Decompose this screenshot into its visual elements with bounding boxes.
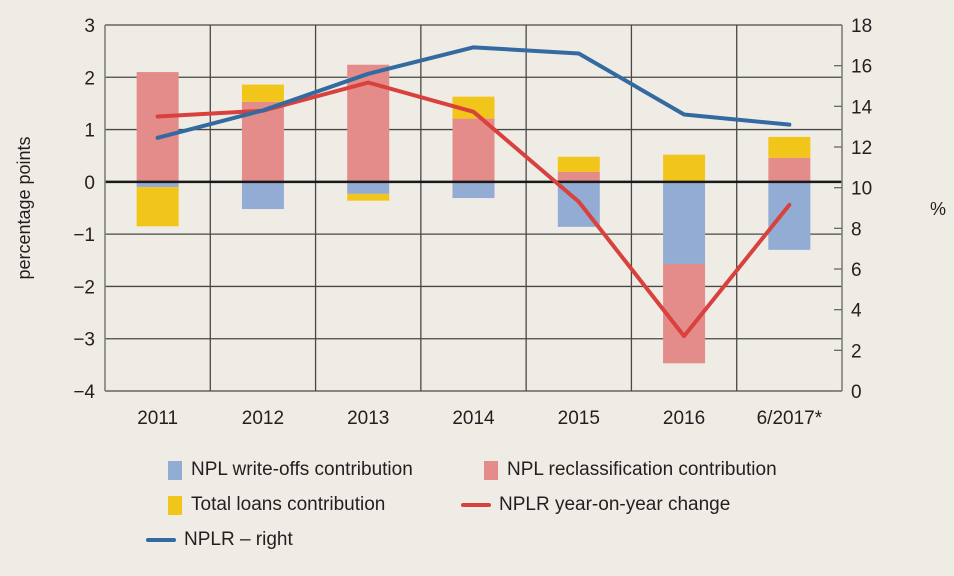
bar-segment <box>241 84 284 102</box>
bar-segment <box>136 187 179 227</box>
y-right-tick-label: 2 <box>851 341 862 362</box>
legend-item-nplr-right: NPLR – right <box>146 529 293 551</box>
bar-segment <box>768 136 811 158</box>
x-tick-label: 2015 <box>558 408 600 429</box>
legend-swatch <box>168 460 182 480</box>
x-tick-label: 2013 <box>347 408 389 429</box>
y-right-tick-label: 10 <box>851 179 872 200</box>
legend-label: Total loans contribution <box>191 494 386 515</box>
y-tick-label: −2 <box>73 277 95 298</box>
series-line <box>155 45 792 140</box>
bars <box>136 64 811 364</box>
legend-label: NPL reclassification contribution <box>507 459 777 480</box>
bar-segment <box>241 181 284 210</box>
y-right-tick-label: 14 <box>851 97 873 118</box>
legend-line-swatch <box>146 538 176 542</box>
grid <box>104 24 843 392</box>
y-right-tick-label: 4 <box>851 301 862 322</box>
legend-item-writeoffs: NPL write-offs contribution <box>168 459 413 481</box>
legend-item-reclassification: NPL reclassification contribution <box>484 459 777 481</box>
x-tick-label: 6/2017* <box>757 408 823 429</box>
y-axis-title: percentage points <box>14 136 34 279</box>
lines <box>155 45 792 339</box>
y-tick-label: 2 <box>84 68 95 89</box>
bar-segment <box>768 157 811 182</box>
legend-swatch <box>484 460 498 480</box>
y-tick-label: −1 <box>73 225 95 246</box>
y-right-tick-label: 12 <box>851 138 872 159</box>
bar-segment <box>768 181 811 250</box>
y-axis-right-title: % <box>930 199 946 219</box>
bar-segment <box>136 72 179 182</box>
y-right-tick-label: 0 <box>851 382 862 403</box>
y-tick-label: 1 <box>84 121 95 142</box>
y-right-tick-label: 8 <box>851 219 862 240</box>
bar-segment <box>452 118 495 182</box>
y-tick-label: −4 <box>73 382 95 403</box>
bar-segment <box>557 171 600 182</box>
x-tick-label: 2014 <box>452 408 495 429</box>
bar-segment <box>452 181 495 199</box>
y-tick-label: 0 <box>84 173 95 194</box>
bar-segment <box>557 156 600 172</box>
legend-label: NPL write-offs contribution <box>191 459 413 480</box>
y-right-tick-label: 6 <box>851 260 862 281</box>
bar-segment <box>663 263 706 364</box>
legend-line-swatch <box>461 503 491 507</box>
x-tick-label: 2016 <box>663 408 705 429</box>
legend-item-total-loans: Total loans contribution <box>168 494 385 516</box>
y-tick-label: −3 <box>73 330 95 351</box>
legend-label: NPLR year-on-year change <box>499 494 731 515</box>
bar-segment <box>136 181 179 188</box>
y-tick-label: 3 <box>84 16 95 37</box>
bar-segment <box>452 96 495 119</box>
y-right-tick-label: 18 <box>851 16 872 37</box>
x-tick-label: 2012 <box>242 408 284 429</box>
bar-segment <box>347 193 390 201</box>
bar-segment <box>663 181 706 264</box>
legend-swatch <box>168 495 182 515</box>
bar-segment <box>663 154 706 182</box>
x-tick-label: 2011 <box>137 408 178 429</box>
bar-segment <box>347 181 390 194</box>
legend-label: NPLR – right <box>184 529 293 550</box>
y-right-tick-label: 16 <box>851 57 872 78</box>
legend-item-nplr-change: NPLR year-on-year change <box>461 494 730 516</box>
